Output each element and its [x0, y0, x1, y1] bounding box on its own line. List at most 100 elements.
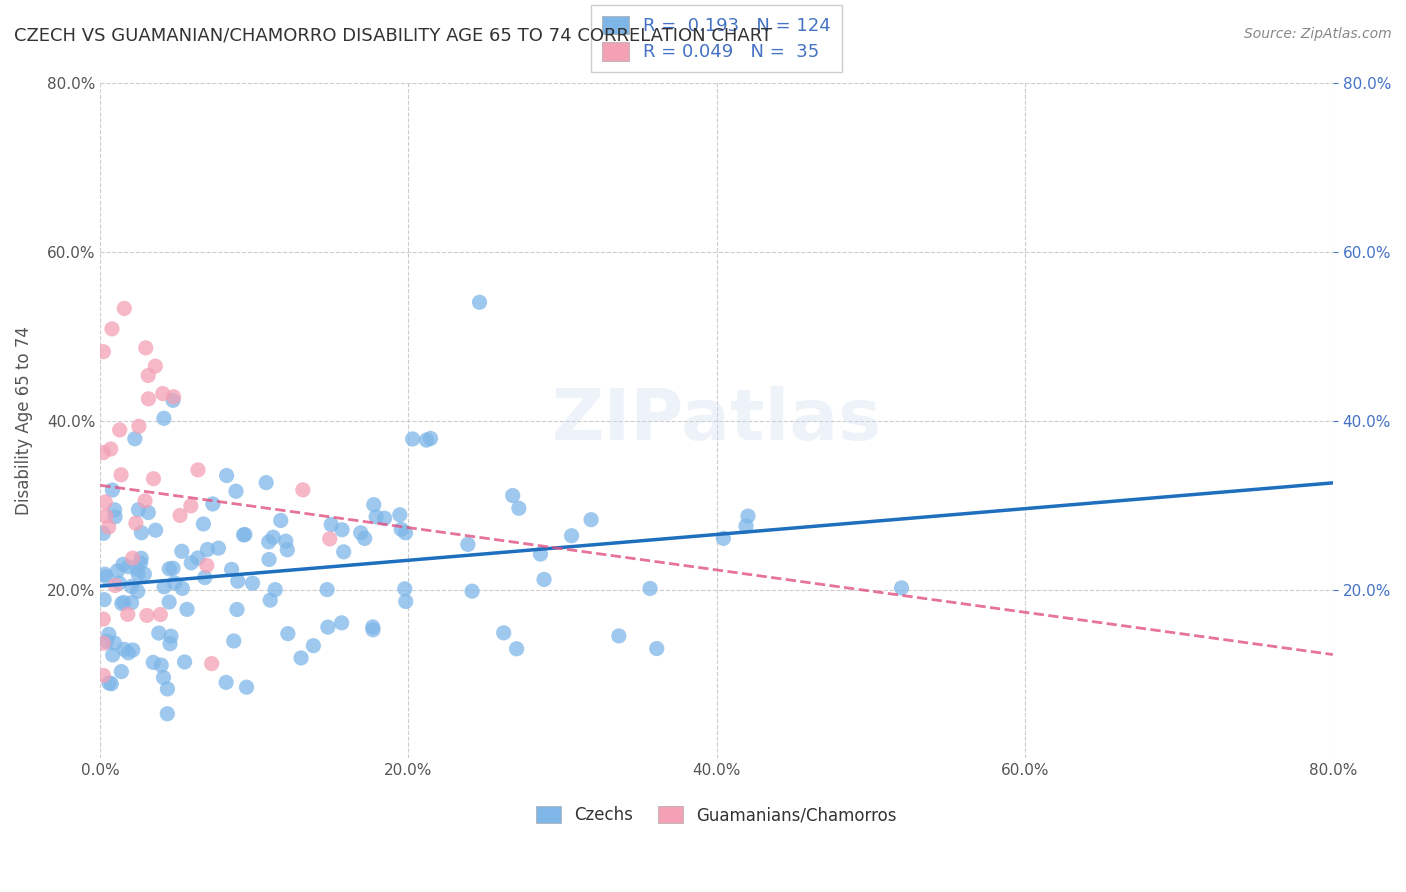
- Point: [153, 580, 176, 594]
- Point: [201, 497, 224, 511]
- Point: [149, 607, 172, 622]
- Point: [121, 596, 143, 610]
- Point: [579, 513, 602, 527]
- Point: [508, 501, 530, 516]
- Point: [461, 584, 484, 599]
- Point: [361, 623, 384, 637]
- Point: [319, 532, 342, 546]
- Point: [226, 574, 249, 588]
- Point: [96, 634, 118, 648]
- Point: [259, 593, 281, 607]
- Point: [111, 558, 134, 572]
- Point: [242, 576, 264, 591]
- Point: [270, 513, 292, 527]
- Point: [160, 629, 183, 643]
- Point: [117, 559, 139, 574]
- Point: [415, 433, 437, 447]
- Point: [169, 508, 191, 523]
- Point: [127, 562, 149, 576]
- Text: Source: ZipAtlas.com: Source: ZipAtlas.com: [1244, 27, 1392, 41]
- Point: [156, 681, 179, 696]
- Point: [225, 484, 247, 499]
- Point: [112, 595, 135, 609]
- Point: [100, 442, 122, 456]
- Point: [193, 516, 215, 531]
- Point: [195, 558, 218, 573]
- Point: [350, 525, 373, 540]
- Point: [143, 359, 166, 373]
- Point: [419, 432, 441, 446]
- Point: [274, 534, 297, 549]
- Point: [395, 594, 418, 608]
- Point: [194, 571, 217, 585]
- Point: [235, 680, 257, 694]
- Point: [233, 527, 256, 541]
- Point: [276, 542, 298, 557]
- Point: [101, 322, 124, 336]
- Point: [103, 503, 125, 517]
- Point: [226, 602, 249, 616]
- Point: [492, 625, 515, 640]
- Point: [121, 551, 143, 566]
- Point: [180, 556, 202, 570]
- Point: [173, 655, 195, 669]
- Point: [215, 675, 238, 690]
- Point: [737, 509, 759, 524]
- Point: [162, 561, 184, 575]
- Point: [125, 516, 148, 531]
- Point: [366, 509, 388, 524]
- Point: [257, 552, 280, 566]
- Point: [117, 646, 139, 660]
- Point: [321, 517, 343, 532]
- Point: [353, 532, 375, 546]
- Point: [110, 665, 132, 679]
- Point: [97, 627, 120, 641]
- Point: [645, 641, 668, 656]
- Point: [156, 706, 179, 721]
- Point: [222, 634, 245, 648]
- Point: [96, 570, 118, 584]
- Point: [302, 639, 325, 653]
- Point: [172, 582, 194, 596]
- Y-axis label: Disability Age 65 to 74: Disability Age 65 to 74: [15, 326, 32, 516]
- Point: [91, 636, 114, 650]
- Point: [138, 392, 160, 406]
- Point: [134, 494, 156, 508]
- Point: [529, 547, 551, 561]
- Point: [332, 545, 354, 559]
- Point: [264, 582, 287, 597]
- Point: [207, 541, 229, 555]
- Point: [713, 532, 735, 546]
- Point: [91, 526, 114, 541]
- Point: [136, 608, 159, 623]
- Point: [100, 677, 122, 691]
- Point: [127, 584, 149, 599]
- Point: [330, 615, 353, 630]
- Point: [121, 579, 143, 593]
- Point: [129, 556, 152, 570]
- Point: [135, 341, 157, 355]
- Point: [215, 468, 238, 483]
- Point: [394, 582, 416, 596]
- Point: [117, 607, 139, 622]
- Point: [153, 411, 176, 425]
- Point: [148, 626, 170, 640]
- Point: [735, 519, 758, 533]
- Point: [389, 522, 412, 536]
- Point: [127, 502, 149, 516]
- Point: [221, 562, 243, 576]
- Point: [291, 483, 314, 497]
- Point: [277, 626, 299, 640]
- Point: [94, 508, 117, 523]
- Point: [134, 567, 156, 582]
- Point: [97, 520, 120, 534]
- Point: [290, 651, 312, 665]
- Point: [187, 463, 209, 477]
- Point: [129, 551, 152, 566]
- Point: [201, 657, 224, 671]
- Point: [316, 620, 339, 634]
- Point: [110, 467, 132, 482]
- Point: [150, 658, 173, 673]
- Text: CZECH VS GUAMANIAN/CHAMORRO DISABILITY AGE 65 TO 74 CORRELATION CHART: CZECH VS GUAMANIAN/CHAMORRO DISABILITY A…: [14, 27, 772, 45]
- Point: [502, 489, 524, 503]
